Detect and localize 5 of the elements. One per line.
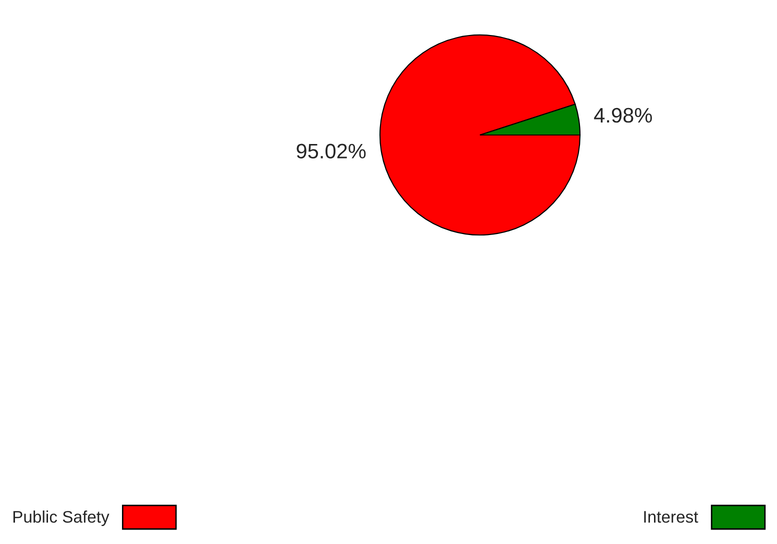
legend-label: Interest (644, 511, 698, 523)
data-label: 4.98% (594, 108, 652, 123)
pie-slice (379, 34, 581, 236)
legend-label: Public Safety (13, 510, 110, 526)
data-label: 95.02% (296, 144, 366, 159)
